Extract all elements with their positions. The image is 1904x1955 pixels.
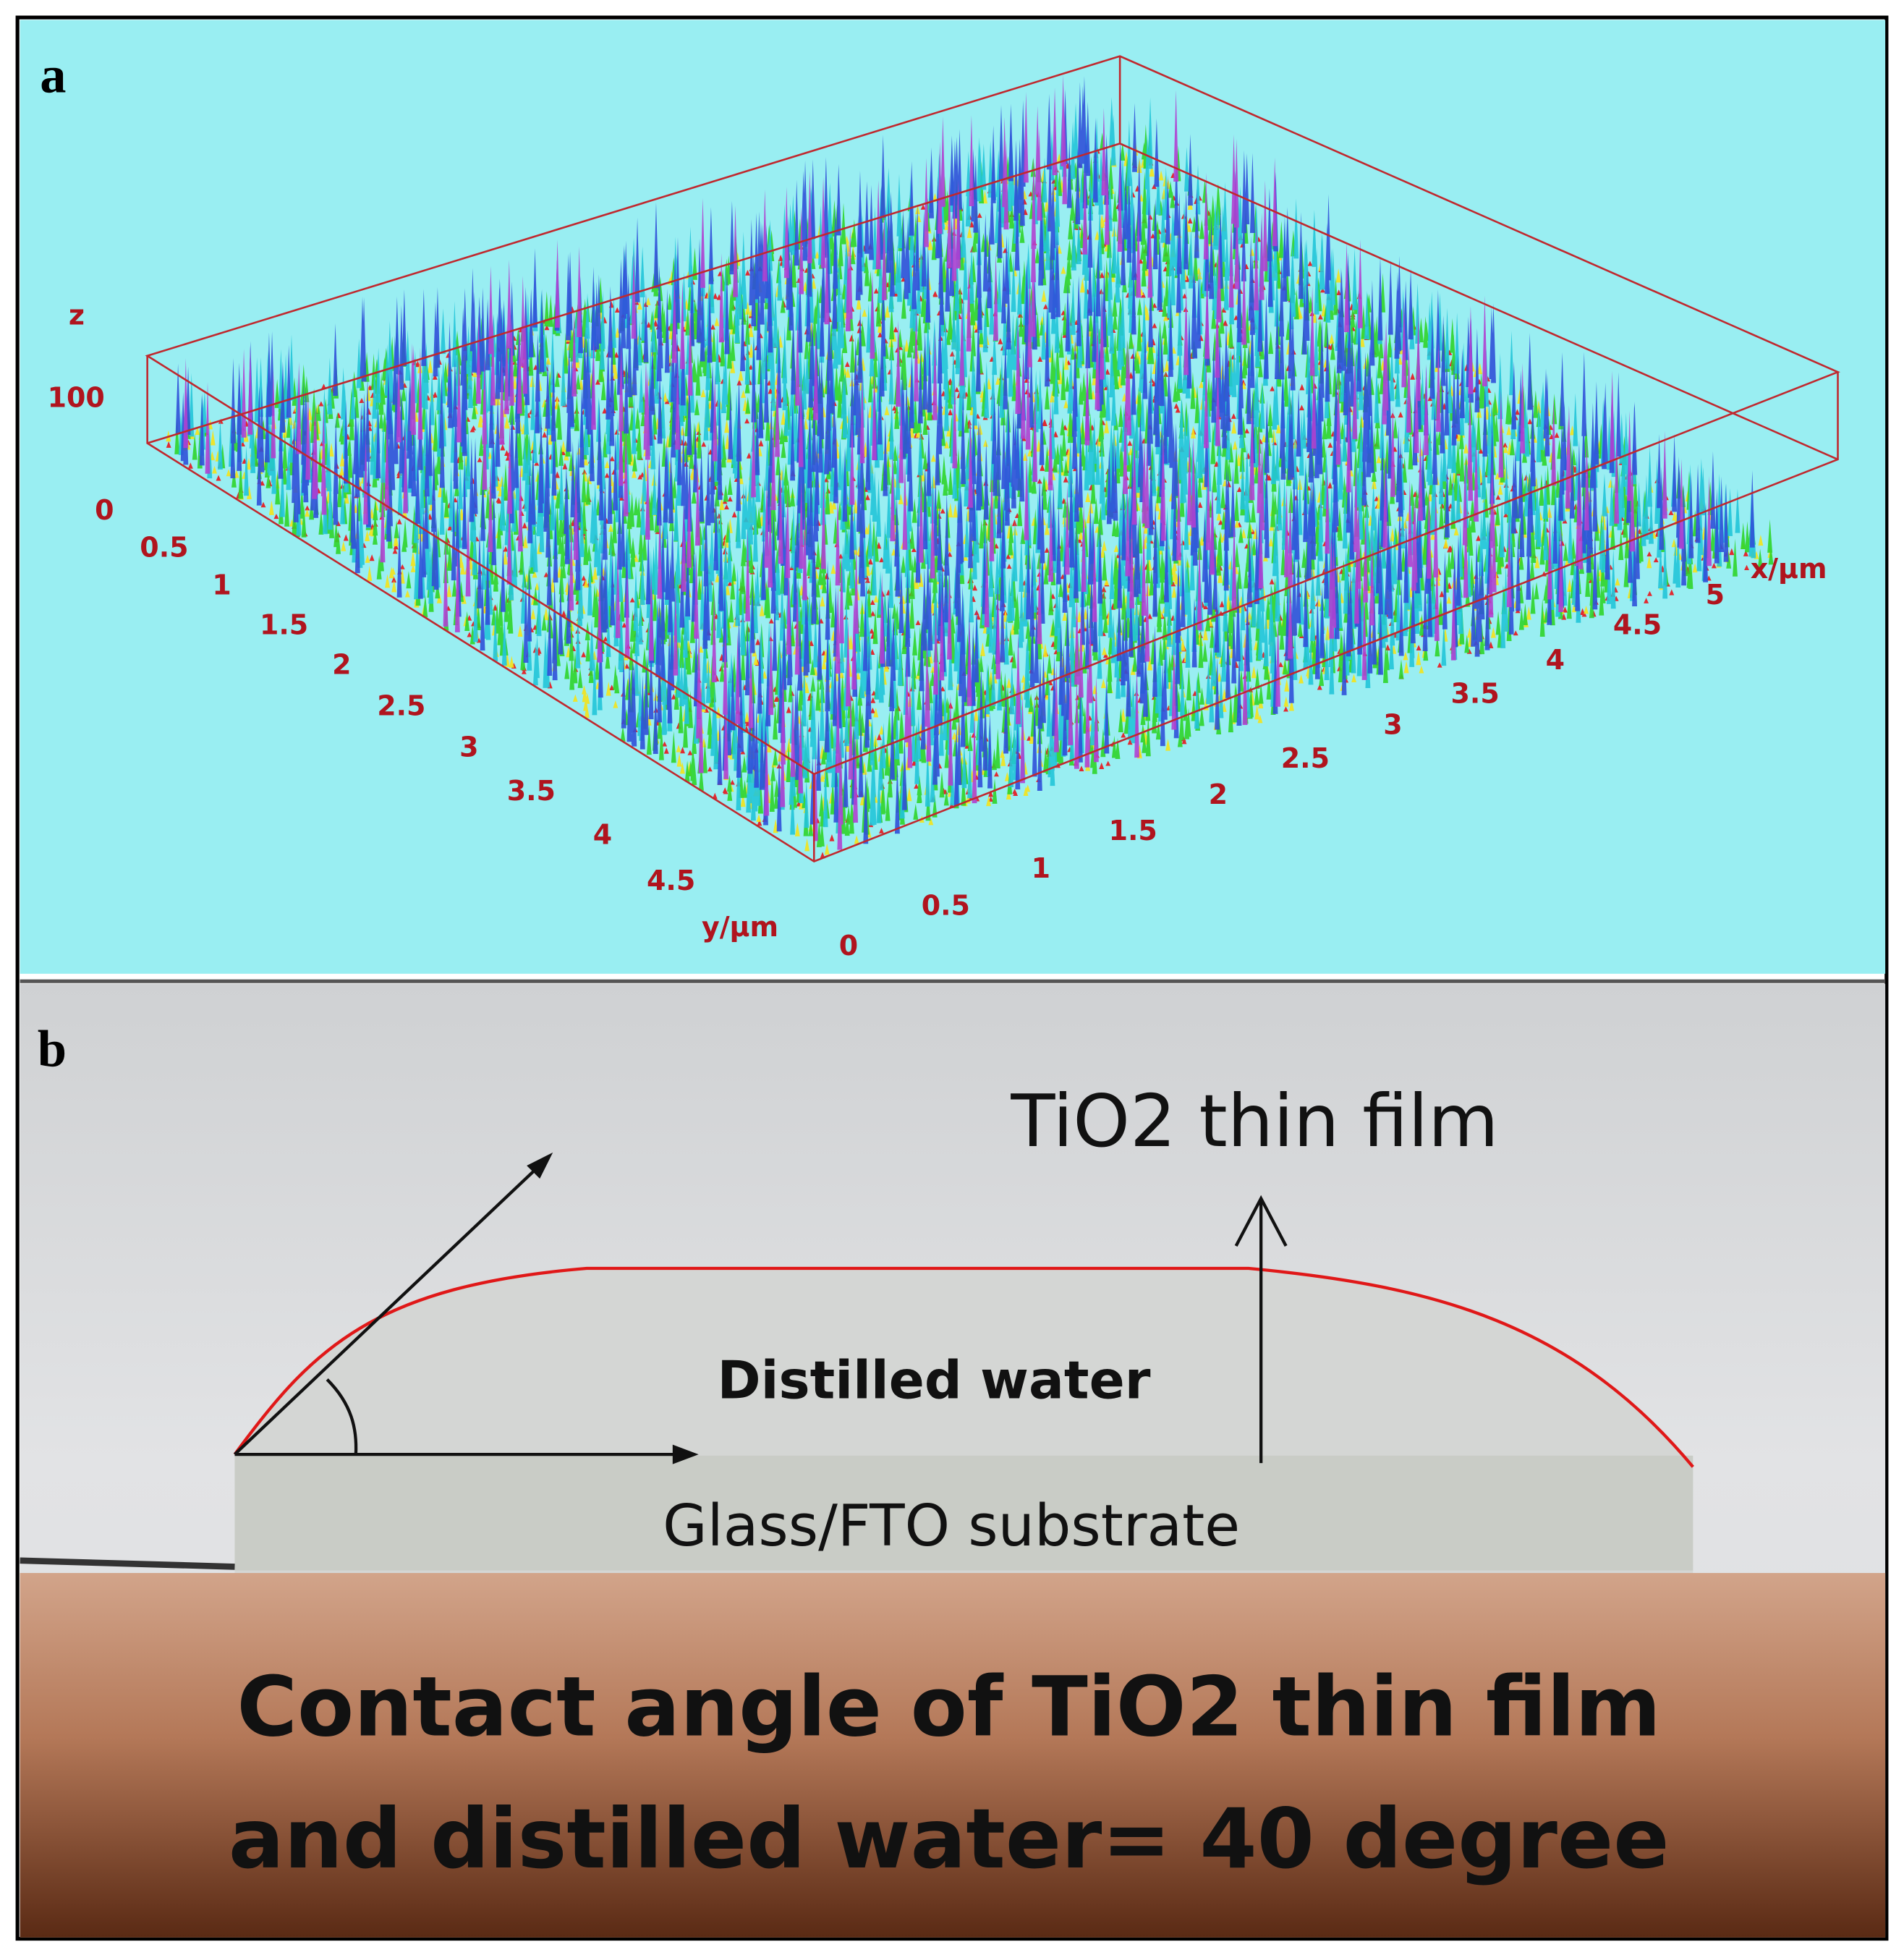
x-tick: 4 — [1546, 644, 1565, 676]
x-tick: 3 — [1383, 709, 1402, 741]
y-tick: 4.5 — [647, 865, 695, 896]
y-tick: 3.5 — [507, 775, 556, 807]
substrate — [234, 1455, 1693, 1571]
drop-outline — [233, 1266, 1694, 1468]
x-tick: 0.5 — [922, 890, 970, 922]
surface-spikes — [175, 76, 1755, 844]
surface-spikes — [174, 124, 1774, 847]
surface — [166, 75, 1774, 859]
x-tick: 4.5 — [1613, 609, 1662, 641]
x-axis-title: x/μm — [1751, 553, 1827, 585]
caption-line: and distilled water= 40 degree — [229, 1791, 1670, 1887]
x-tick: 3.5 — [1450, 677, 1499, 709]
x-tick: 1 — [1032, 852, 1050, 884]
x-tick: 5 — [1706, 579, 1725, 611]
stage-edge — [20, 1557, 235, 1570]
x-tick: 0 — [839, 930, 858, 962]
x-tick: 2.5 — [1281, 742, 1330, 774]
y-tick: 1.5 — [260, 609, 308, 641]
x-tick: 2 — [1209, 779, 1228, 810]
y-tick: 1 — [212, 569, 231, 601]
y-axis-title: y/μm — [702, 911, 778, 943]
y-tick: 2.5 — [377, 690, 425, 722]
y-tick: 3 — [459, 731, 478, 763]
angle-construction — [233, 1152, 1288, 1464]
panel-label: a — [40, 46, 66, 104]
panel-label: b — [38, 1019, 67, 1078]
y-tick: 2 — [332, 649, 351, 681]
substrate-label: Glass/FTO substrate — [663, 1492, 1240, 1559]
water-label: Distilled water — [717, 1350, 1150, 1411]
caption-line: Contact angle of TiO2 thin film — [237, 1658, 1661, 1755]
z-tick: 100 — [48, 381, 105, 413]
bounding-box — [145, 55, 1840, 862]
film-label: TiO2 thin film — [1010, 1079, 1498, 1163]
y-tick: 4 — [593, 818, 612, 850]
z-axis-title: z — [69, 300, 85, 331]
x-tick: 1.5 — [1109, 815, 1157, 847]
caption-band — [20, 1573, 1886, 1938]
z-tick: 0 — [95, 494, 114, 526]
y-tick: 0.5 — [140, 532, 188, 564]
